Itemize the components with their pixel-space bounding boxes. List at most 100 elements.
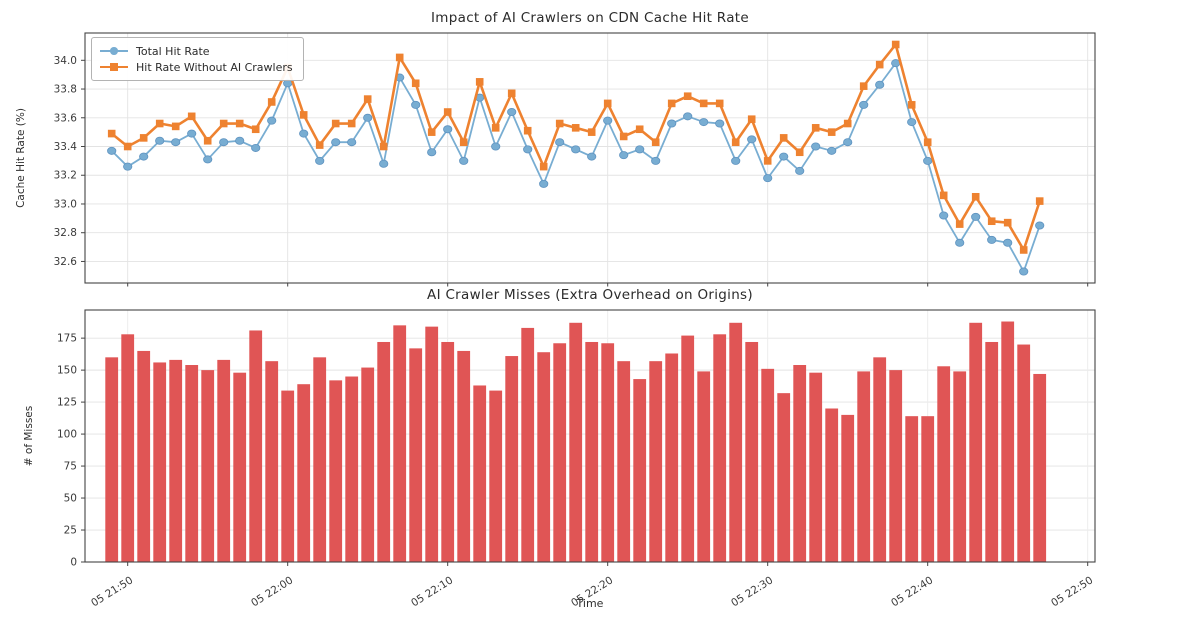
bottom-y-tick-label: 75: [64, 461, 77, 473]
circle-marker-icon: [110, 47, 118, 55]
bottom-y-tick-label: 0: [70, 557, 77, 569]
circle-marker-icon: [443, 125, 453, 134]
circle-marker-icon: [843, 138, 853, 147]
circle-marker-icon: [955, 238, 965, 247]
miss-bar: [537, 352, 551, 562]
circle-marker-icon: [827, 146, 837, 155]
square-marker-icon: [459, 138, 468, 146]
miss-bar: [793, 365, 807, 562]
circle-marker-icon: [635, 145, 645, 154]
circle-marker-icon: [971, 212, 981, 221]
miss-bar: [857, 371, 871, 562]
circle-marker-icon: [731, 156, 741, 165]
miss-bar: [169, 359, 183, 562]
circle-marker-icon: [1035, 221, 1045, 230]
miss-bar: [569, 322, 583, 562]
circle-marker-icon: [939, 211, 949, 220]
miss-bar: [489, 390, 503, 562]
miss-bar: [505, 356, 519, 562]
miss-bar: [457, 350, 471, 562]
axes-spines: [84, 32, 1096, 563]
circle-marker-icon: [315, 156, 325, 165]
miss-bar: [393, 325, 407, 562]
miss-bar: [553, 343, 567, 562]
miss-bar: [185, 365, 199, 562]
miss-bar: [745, 341, 759, 562]
square-marker-icon: [1035, 197, 1044, 205]
miss-bar: [265, 361, 279, 562]
square-marker-icon: [571, 124, 580, 132]
square-marker-icon: [971, 192, 980, 201]
square-marker-icon: [587, 128, 596, 136]
square-marker-icon: [635, 125, 644, 134]
square-marker-icon: [763, 157, 772, 165]
circle-marker-icon: [795, 166, 805, 175]
miss-bar: [809, 372, 823, 562]
top-y-tick-label: 33.6: [54, 112, 78, 124]
top-y-tick-label: 33.0: [54, 198, 77, 210]
miss-bar: [601, 343, 615, 562]
tick-marks: [81, 59, 1089, 566]
square-marker-icon: [699, 99, 708, 108]
circle-marker-icon: [123, 162, 133, 171]
miss-bar: [873, 357, 887, 562]
circle-marker-icon: [699, 118, 709, 127]
square-marker-icon: [315, 141, 324, 149]
square-marker-icon: [987, 217, 996, 226]
circle-marker-icon: [187, 129, 197, 138]
circle-marker-icon: [619, 151, 629, 160]
miss-bar: [361, 367, 375, 562]
square-marker-icon: [395, 53, 404, 62]
circle-marker-icon: [715, 119, 725, 128]
miss-bar: [201, 370, 215, 562]
circle-marker-icon: [107, 146, 117, 155]
circle-marker-icon: [379, 159, 389, 168]
square-marker-icon: [251, 125, 260, 134]
miss-bar: [473, 385, 487, 562]
legend-item-without-ai-crawlers: Hit Rate Without AI Crawlers: [100, 59, 293, 75]
square-marker-icon: [1003, 218, 1012, 227]
square-marker-icon: [235, 119, 244, 128]
miss-bar: [953, 371, 967, 562]
miss-bar: [1017, 344, 1031, 562]
circle-marker-icon: [155, 136, 165, 145]
miss-bar: [585, 341, 599, 562]
top-chart-title: Impact of AI Crawlers on CDN Cache Hit R…: [431, 10, 749, 26]
square-marker-icon: [155, 119, 164, 128]
circle-marker-icon: [491, 142, 501, 151]
circle-marker-icon: [779, 152, 789, 161]
bottom-y-tick-label: 100: [57, 429, 77, 441]
top-y-tick-label: 34.0: [54, 55, 77, 67]
circle-marker-icon: [747, 135, 757, 144]
miss-bar: [633, 379, 647, 562]
circle-marker-icon: [507, 108, 517, 117]
bottom-y-tick-label: 50: [64, 493, 77, 505]
miss-bar: [937, 366, 951, 562]
bottom-y-tick-label: 150: [57, 365, 77, 377]
circle-marker-icon: [299, 129, 309, 138]
bottom-y-tick-label: 125: [57, 397, 77, 409]
square-marker-icon: [347, 119, 356, 128]
miss-bar: [217, 359, 231, 562]
miss-bar: [249, 330, 263, 562]
circle-marker-icon: [251, 143, 261, 152]
miss-bar: [761, 368, 775, 562]
circle-marker-icon: [139, 152, 149, 161]
circle-marker-icon: [923, 156, 933, 165]
square-marker-icon: [779, 134, 788, 142]
square-marker-icon: [443, 108, 452, 116]
square-marker-icon: [923, 138, 932, 146]
top-y-tick-label: 33.4: [54, 141, 78, 153]
legend: Total Hit Rate Hit Rate Without AI Crawl…: [91, 37, 304, 81]
top-y-tick-label: 32.6: [54, 256, 78, 268]
circle-marker-icon: [267, 116, 277, 125]
circle-marker-icon: [571, 145, 581, 154]
square-marker-icon: [299, 111, 308, 119]
circle-marker-icon: [1003, 238, 1013, 247]
miss-bar: [729, 322, 743, 562]
miss-bar: [905, 416, 919, 562]
circle-marker-icon: [859, 100, 869, 109]
square-marker-icon: [827, 128, 836, 136]
square-marker-icon: [123, 142, 132, 151]
